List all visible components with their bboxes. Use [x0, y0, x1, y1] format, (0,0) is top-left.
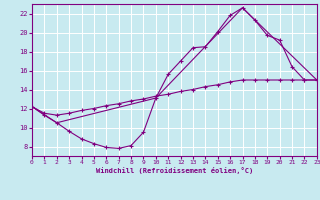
X-axis label: Windchill (Refroidissement éolien,°C): Windchill (Refroidissement éolien,°C): [96, 167, 253, 174]
